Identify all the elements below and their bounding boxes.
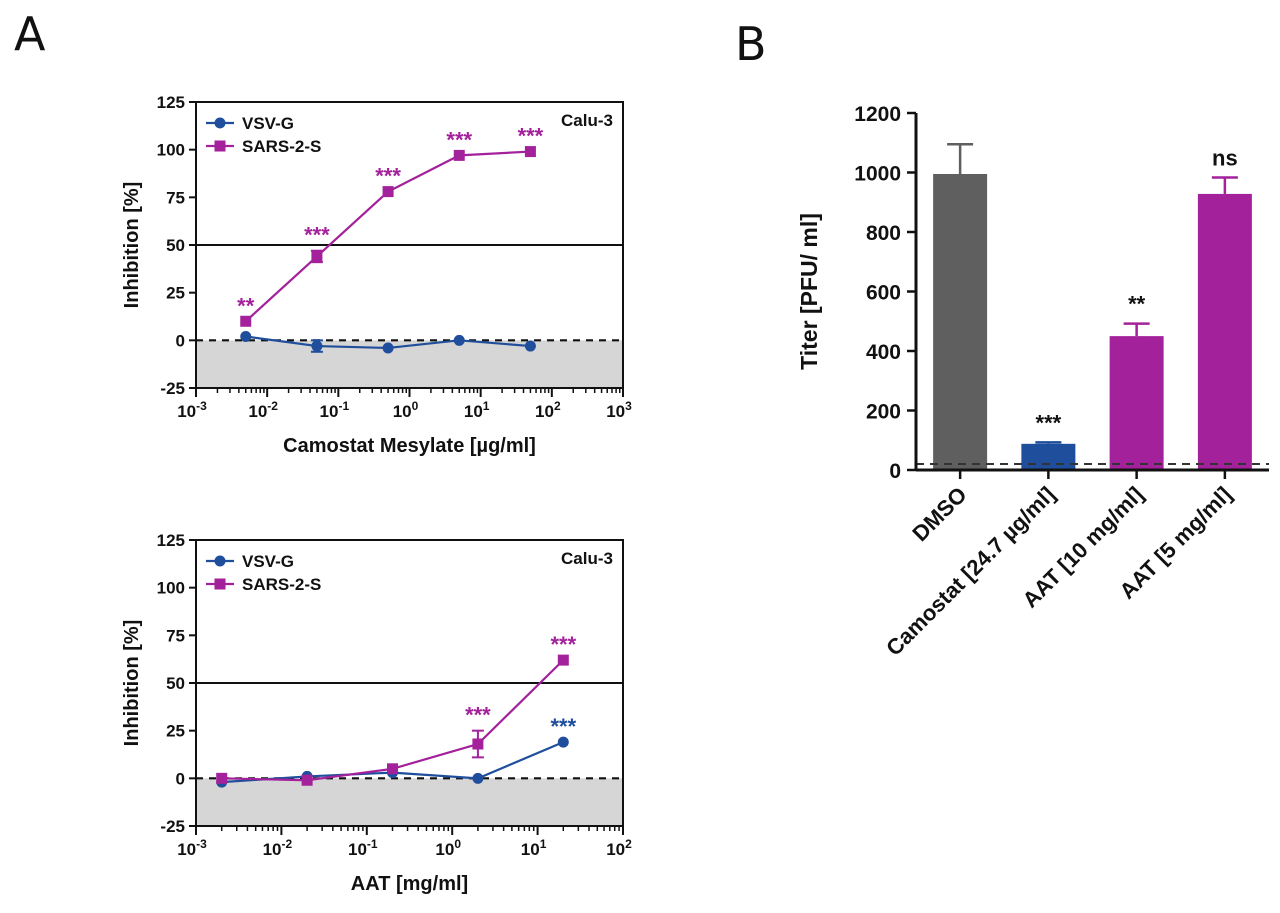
data-point: [301, 774, 313, 786]
significance-label: ***: [518, 124, 544, 149]
negative-region: [196, 340, 623, 388]
series-line: [221, 659, 565, 782]
category-label: Camostat [24.7 µg/ml]: [881, 482, 1060, 661]
x-tick-label: 100: [435, 837, 461, 859]
titer-bar-chart: 1200 1000 800 600 400 200 0 Titer [PFU/ ml] DMSO…: [796, 103, 1269, 661]
y-tick-label: 25: [166, 284, 185, 303]
x-axis-label: Camostat Mesylate [µg/ml]: [283, 435, 536, 457]
data-point: [240, 331, 252, 343]
data-point: [472, 772, 484, 784]
x-tick-label: 101: [521, 837, 547, 859]
y-tick-label: 75: [166, 188, 185, 207]
data-point: [472, 738, 484, 750]
x-tick-label: 103: [606, 399, 632, 421]
significance-label: ***: [550, 632, 576, 657]
bar: [1021, 443, 1076, 470]
negative-region: [196, 778, 623, 826]
x-tick-label: 102: [606, 837, 632, 859]
panel-label-a: A: [14, 7, 46, 61]
y-tick-label: 400: [866, 341, 901, 364]
data-point: [557, 736, 569, 748]
legend-marker: [214, 555, 226, 567]
legend-label: SARS-2-S: [242, 575, 321, 594]
data-point: [311, 250, 323, 262]
x-tick-label: 10-2: [248, 399, 278, 421]
y-tick-label: 25: [166, 722, 185, 741]
y-tick-label: 50: [166, 674, 185, 693]
cell-line-label: Calu-3: [561, 549, 613, 568]
y-tick-label: 100: [157, 141, 185, 160]
y-tick-label: 1000: [854, 163, 901, 186]
y-axis-label: Inhibition [%]: [121, 620, 143, 747]
y-tick-label: 600: [866, 282, 901, 305]
category-label: DMSO: [907, 482, 971, 546]
bar: [933, 173, 988, 471]
data-point: [382, 342, 394, 354]
y-tick-label: 0: [889, 460, 901, 483]
data-point: [240, 315, 252, 327]
x-tick-label: 102: [535, 399, 561, 421]
data-point: [524, 340, 536, 352]
y-tick-label: 125: [157, 531, 185, 550]
cell-line-label: Calu-3: [561, 111, 613, 130]
significance-label: ***: [304, 223, 330, 248]
y-tick-label: 0: [176, 769, 185, 788]
x-tick-label: 101: [464, 399, 490, 421]
legend-label: VSV-G: [242, 114, 294, 133]
significance-label: ns: [1212, 146, 1238, 171]
x-tick-label: 10-2: [263, 837, 293, 859]
panel-label-b: B: [735, 17, 767, 71]
x-tick-label: 100: [393, 399, 419, 421]
legend-label: VSV-G: [242, 552, 294, 571]
x-tick-label: 10-3: [177, 837, 207, 859]
y-tick-label: -25: [160, 379, 185, 398]
legend-marker: [214, 117, 226, 129]
y-tick-label: 75: [166, 626, 185, 645]
x-axis-label: AAT [mg/ml]: [351, 873, 468, 895]
y-axis-label: Titer [PFU/ ml]: [796, 213, 822, 370]
y-tick-label: -25: [160, 817, 185, 836]
y-tick-label: 800: [866, 222, 901, 245]
significance-label: ***: [446, 127, 472, 152]
data-point: [453, 334, 465, 346]
data-point: [311, 340, 323, 352]
data-point: [387, 763, 399, 775]
legend-marker: [214, 140, 226, 152]
significance-label: ***: [465, 703, 491, 728]
significance-label: **: [237, 293, 255, 318]
bar: [1109, 336, 1164, 470]
x-tick-label: 10-3: [177, 399, 207, 421]
data-point: [382, 186, 394, 198]
y-axis-label: Inhibition [%]: [121, 182, 143, 309]
legend-label: SARS-2-S: [242, 137, 321, 156]
significance-label: ***: [1036, 410, 1062, 435]
legend-marker: [214, 578, 226, 590]
y-tick-label: 50: [166, 236, 185, 255]
significance-label: **: [1128, 292, 1146, 317]
significance-label: ***: [550, 714, 576, 739]
y-tick-label: 1200: [854, 103, 901, 126]
x-tick-label: 10-1: [348, 837, 378, 859]
y-tick-label: 200: [866, 401, 901, 424]
y-tick-label: 0: [176, 331, 185, 350]
data-point: [216, 772, 228, 784]
data-point: [524, 146, 536, 158]
y-tick-label: 125: [157, 93, 185, 112]
x-tick-label: 10-1: [320, 399, 350, 421]
data-point: [557, 654, 569, 666]
y-tick-label: 100: [157, 579, 185, 598]
significance-label: ***: [375, 164, 401, 189]
data-point: [453, 149, 465, 161]
bar: [1197, 193, 1252, 471]
